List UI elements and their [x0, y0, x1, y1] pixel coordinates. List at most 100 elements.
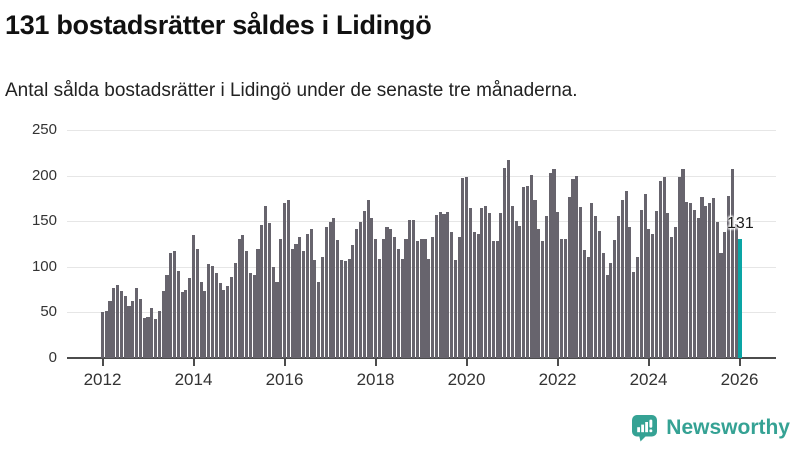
bar [711, 198, 715, 358]
bar [677, 177, 681, 358]
bar [518, 225, 522, 358]
bar [127, 306, 131, 358]
bar [210, 265, 215, 358]
x-axis-label-2020: 2020 [447, 370, 486, 389]
x-axis-tick-2026 [738, 359, 741, 366]
bar [719, 253, 723, 358]
bar [172, 251, 177, 358]
bar [514, 221, 518, 358]
bar [275, 282, 279, 358]
bar [461, 178, 465, 358]
y-axis-label-250: 250 [31, 121, 57, 138]
bar [639, 210, 643, 358]
bar [362, 211, 366, 358]
bar [643, 193, 647, 358]
x-axis-label-2026: 2026 [720, 370, 759, 389]
bar [453, 260, 457, 358]
bar [582, 250, 586, 358]
bar [195, 248, 199, 358]
newsworthy-icon [631, 414, 658, 442]
bar [157, 310, 161, 358]
bar [597, 231, 602, 358]
bar [696, 217, 700, 358]
bar [468, 207, 473, 358]
bar [408, 220, 412, 358]
bar [647, 229, 651, 358]
bar [457, 236, 461, 358]
bar [161, 290, 165, 358]
bar [400, 258, 404, 358]
bar [283, 202, 287, 358]
bar [620, 200, 624, 358]
bar [427, 258, 431, 358]
bar [616, 215, 621, 358]
bar [548, 172, 552, 358]
bar [590, 202, 594, 358]
bar [305, 233, 309, 358]
bar [336, 240, 340, 358]
bar [279, 239, 283, 358]
bar [332, 218, 336, 358]
page-title: 131 bostadsrätter såldes i Lidingö [5, 10, 432, 40]
y-axis-label-0: 0 [48, 349, 57, 366]
gridline-250 [67, 130, 776, 131]
bar [609, 263, 613, 358]
bar [112, 287, 116, 358]
newsworthy-logo[interactable]: Newsworthy [631, 413, 790, 443]
bar [358, 222, 363, 358]
bar [271, 266, 275, 358]
bar [499, 212, 503, 358]
bar [685, 202, 689, 358]
bar [343, 261, 347, 358]
bar [715, 222, 719, 358]
bar [487, 212, 492, 358]
bar [529, 174, 533, 358]
bar [556, 212, 560, 358]
y-axis-label-50: 50 [40, 303, 57, 321]
bar [446, 212, 450, 358]
x-axis-tick-2014 [192, 359, 195, 366]
bar [370, 218, 374, 358]
bar [632, 272, 636, 358]
bar [374, 239, 378, 358]
bar [472, 232, 476, 358]
x-axis-label-2016: 2016 [265, 370, 304, 389]
bar [506, 160, 511, 358]
x-axis-label-2018: 2018 [356, 370, 395, 389]
bar [229, 276, 233, 358]
bar [135, 287, 139, 358]
bar [654, 211, 658, 358]
x-axis-tick-2020 [465, 359, 468, 366]
bar [154, 318, 158, 358]
bar [199, 282, 203, 358]
x-axis-label-2024: 2024 [629, 370, 668, 389]
bar [438, 212, 442, 358]
bar [324, 226, 328, 358]
bar [442, 213, 446, 358]
bar [100, 312, 104, 358]
x-axis-tick-2016 [283, 359, 286, 366]
bar [267, 223, 271, 358]
bar [704, 205, 708, 358]
bar [537, 229, 541, 358]
bar [431, 236, 435, 358]
bar [245, 251, 249, 358]
bar [108, 300, 112, 358]
x-axis-line [67, 357, 776, 359]
highlighted-bar-value-label: 131 [727, 214, 754, 232]
chart-subtitle: Antal sålda bostadsrätter i Lidingö unde… [5, 80, 578, 101]
bar [389, 229, 393, 358]
bar [681, 169, 685, 358]
bar [252, 275, 256, 358]
bar [351, 244, 355, 358]
bar-chart: 0 50 100 150 200 250 2012 2014 2016 2018 2020 2022 2… [0, 110, 800, 410]
bar [563, 239, 567, 358]
bar [579, 206, 583, 358]
bar [628, 226, 632, 358]
bar [510, 205, 514, 358]
bar [567, 197, 571, 358]
bar [169, 253, 173, 358]
bar [286, 200, 290, 358]
bar [571, 179, 575, 358]
x-axis-tick-2012 [101, 359, 104, 366]
